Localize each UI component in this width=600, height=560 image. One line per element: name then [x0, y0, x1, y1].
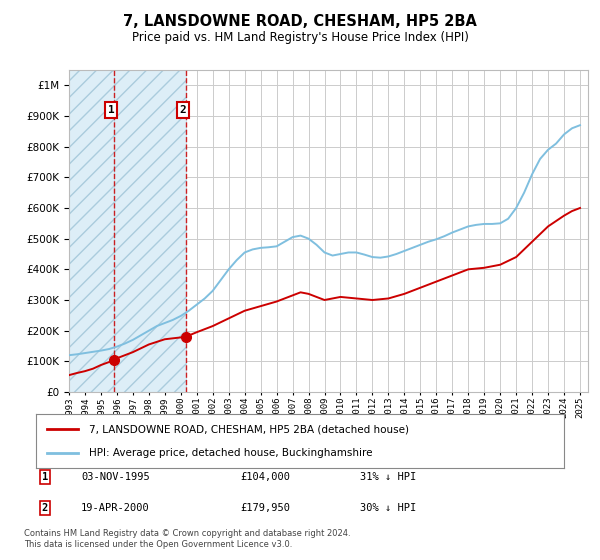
Text: 7, LANSDOWNE ROAD, CHESHAM, HP5 2BA (detached house): 7, LANSDOWNE ROAD, CHESHAM, HP5 2BA (det…: [89, 424, 409, 435]
Text: 1: 1: [108, 105, 115, 115]
Text: £104,000: £104,000: [240, 472, 290, 482]
Text: 19-APR-2000: 19-APR-2000: [81, 503, 150, 513]
Text: HPI: Average price, detached house, Buckinghamshire: HPI: Average price, detached house, Buck…: [89, 447, 372, 458]
Text: Contains HM Land Registry data © Crown copyright and database right 2024.
This d: Contains HM Land Registry data © Crown c…: [24, 529, 350, 549]
Text: 1: 1: [42, 472, 48, 482]
Bar: [115, 70, 185, 392]
Text: 7, LANSDOWNE ROAD, CHESHAM, HP5 2BA: 7, LANSDOWNE ROAD, CHESHAM, HP5 2BA: [123, 14, 477, 29]
Text: 31% ↓ HPI: 31% ↓ HPI: [360, 472, 416, 482]
Text: 2: 2: [180, 105, 187, 115]
Text: £179,950: £179,950: [240, 503, 290, 513]
Text: 2: 2: [42, 503, 48, 513]
Text: 03-NOV-1995: 03-NOV-1995: [81, 472, 150, 482]
Text: Price paid vs. HM Land Registry's House Price Index (HPI): Price paid vs. HM Land Registry's House …: [131, 31, 469, 44]
Text: 30% ↓ HPI: 30% ↓ HPI: [360, 503, 416, 513]
Bar: [69, 70, 115, 392]
